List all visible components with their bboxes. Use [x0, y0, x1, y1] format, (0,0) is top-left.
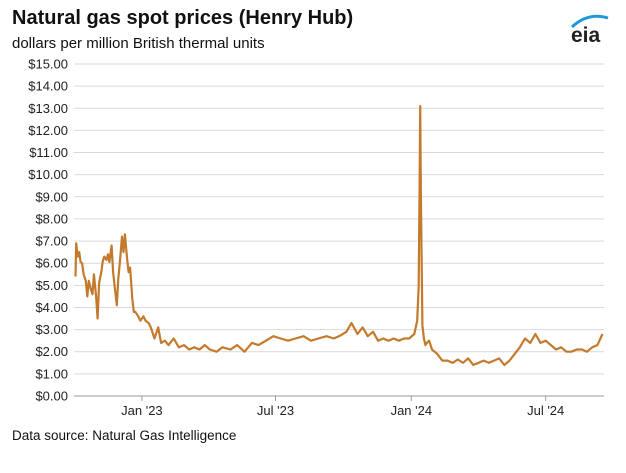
gridlines [74, 63, 604, 375]
x-tick-label: Jan '24 [391, 403, 433, 418]
y-tick-label: $9.00 [35, 189, 68, 204]
logo-arc-icon [570, 14, 609, 29]
logo-text: eia [571, 24, 601, 46]
y-axis-ticks: $0.00 $1.00 $2.00 $3.00 $4.00 $5.00 $6.00 $7.00… [28, 57, 68, 404]
y-tick-label: $11.00 [29, 145, 68, 160]
y-tick-label: $2.00 [35, 344, 68, 359]
y-tick-label: $7.00 [35, 234, 68, 249]
y-tick-label: $1.00 [35, 366, 68, 381]
y-tick-label: $12.00 [28, 123, 68, 138]
y-tick-label: $3.00 [35, 322, 68, 337]
chart-title: Natural gas spot prices (Henry Hub) [12, 7, 354, 29]
x-tick-label: Jan '23 [121, 403, 163, 418]
y-tick-label: $15.00 [28, 57, 68, 72]
y-tick-label: $5.00 [35, 278, 68, 293]
y-tick-label: $13.00 [28, 101, 68, 116]
y-tick-label: $0.00 [35, 389, 68, 404]
x-tick-label: Jul '23 [257, 403, 294, 418]
y-tick-label: $6.00 [35, 256, 68, 271]
eia-logo: eia [570, 14, 609, 46]
chart-subtitle: dollars per million British thermal unit… [12, 35, 265, 52]
y-tick-label: $4.00 [35, 300, 68, 315]
y-tick-label: $14.00 [28, 79, 68, 94]
y-tick-label: $10.00 [28, 167, 68, 182]
data-source: Data source: Natural Gas Intelligence [12, 428, 237, 443]
series-line-henry-hub [74, 105, 604, 367]
y-tick-label: $8.00 [35, 211, 68, 226]
x-tick-label: Jul '24 [527, 403, 564, 418]
x-axis-ticks: Jan '23 Jul '23 Jan '24 Jul '24 [121, 396, 564, 418]
